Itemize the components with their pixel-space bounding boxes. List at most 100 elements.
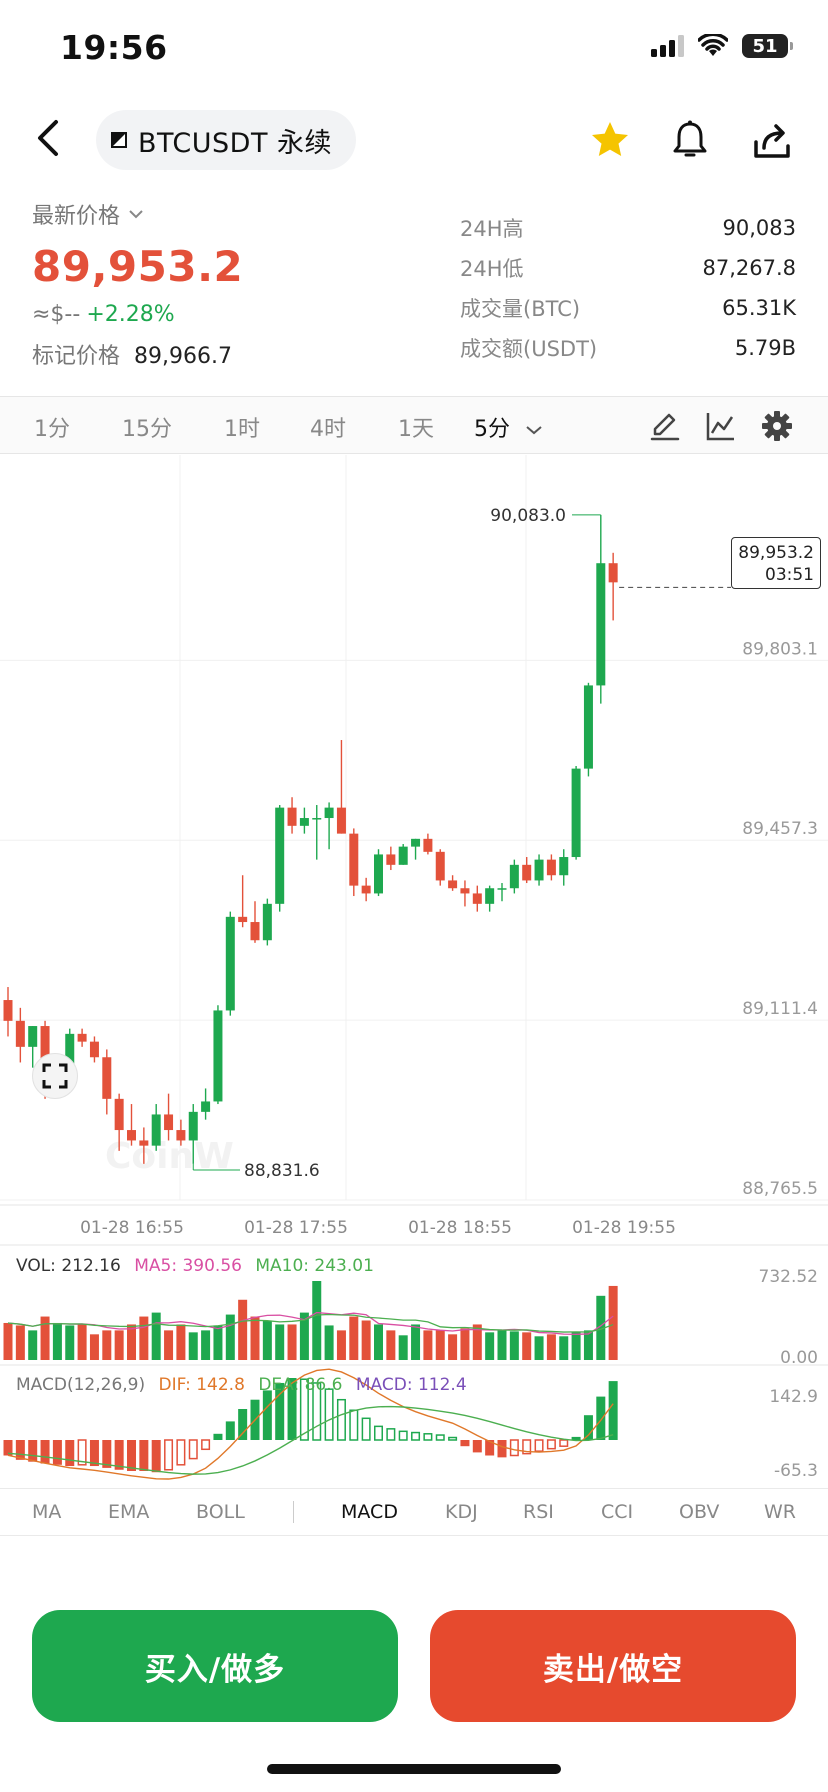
tab-wr[interactable]: WR <box>764 1501 796 1523</box>
macd-dea-line <box>7 1405 614 1475</box>
current-price-tag: 89,953.2 03:51 <box>731 537 821 589</box>
symbol-selector[interactable]: BTCUSDT 永续 <box>96 110 357 170</box>
tab-4h[interactable]: 4时 <box>310 417 346 442</box>
volume-bar <box>275 1324 285 1360</box>
volume-axis-top: 732.52 <box>758 1267 818 1287</box>
volume-bar <box>349 1316 359 1360</box>
volume-bar <box>225 1314 235 1360</box>
macd-histogram-bar <box>213 1433 223 1440</box>
candle-body <box>213 1010 223 1102</box>
macd-histogram-bar <box>386 1428 396 1441</box>
macd-histogram-bar <box>201 1439 211 1451</box>
fullscreen-button[interactable] <box>32 1053 78 1099</box>
stat-row: 24H高 90,083 <box>460 208 796 248</box>
mark-price-row: 标记价格 89,966.7 <box>32 338 232 370</box>
draw-pencil-icon[interactable] <box>648 409 682 443</box>
volume-bar <box>559 1336 569 1360</box>
volume-bar <box>324 1325 334 1360</box>
volume-bar <box>386 1330 396 1360</box>
volume-bar <box>238 1299 248 1360</box>
macd-legend: MACD(12,26,9) DIF: 142.8 DEA: 86.6 MACD:… <box>16 1375 467 1395</box>
candle-body <box>28 1026 38 1047</box>
volume-bar <box>571 1332 581 1360</box>
tab-1m[interactable]: 1分 <box>34 417 70 442</box>
tab-obv[interactable]: OBV <box>679 1501 720 1523</box>
tab-macd[interactable]: MACD <box>341 1501 398 1523</box>
volume-bar <box>213 1325 223 1360</box>
volume-bar <box>176 1324 186 1360</box>
candle-body <box>608 563 618 583</box>
macd-histogram-bar <box>497 1440 507 1458</box>
volume-bar <box>28 1330 38 1360</box>
tab-kdj[interactable]: KDJ <box>445 1501 478 1523</box>
macd-histogram-bar <box>40 1440 50 1464</box>
tab-cci[interactable]: CCI <box>601 1501 634 1523</box>
tab-divider <box>293 1501 294 1523</box>
candle-body <box>102 1057 112 1099</box>
buy-long-button[interactable]: 买入/做多 <box>32 1610 398 1722</box>
tab-boll[interactable]: BOLL <box>196 1501 245 1523</box>
tab-5m-dropdown[interactable]: 5分 <box>474 411 543 443</box>
macd-histogram-bar <box>522 1439 532 1455</box>
macd-dif: DIF: 142.8 <box>158 1375 245 1395</box>
macd-histogram-bar <box>77 1439 87 1466</box>
alert-bell-icon[interactable] <box>668 118 712 162</box>
candle-body <box>287 807 297 826</box>
favorite-star-icon[interactable] <box>588 118 632 162</box>
indicator-chart-icon[interactable] <box>704 409 738 443</box>
sell-short-button[interactable]: 卖出/做空 <box>430 1610 796 1722</box>
symbol-logo-icon <box>111 132 127 148</box>
macd-histogram-bar <box>608 1381 618 1440</box>
macd-histogram-bar <box>336 1398 346 1441</box>
time-axis-tick: 01-28 17:55 <box>244 1218 348 1238</box>
price-type-selector[interactable]: 最新价格 <box>32 198 144 230</box>
macd-histogram-bar <box>312 1382 322 1441</box>
macd-histogram-bar <box>225 1421 235 1440</box>
macd-histogram-bar <box>460 1440 470 1447</box>
share-icon[interactable] <box>750 118 794 162</box>
volume-bar <box>336 1330 346 1360</box>
volume-bar <box>509 1331 519 1360</box>
candle-body <box>262 903 272 941</box>
macd-histogram-bar <box>238 1409 248 1440</box>
candle-body <box>176 1130 186 1141</box>
macd-histogram-bar <box>324 1388 334 1441</box>
tab-ema[interactable]: EMA <box>108 1501 150 1523</box>
tab-1h[interactable]: 1时 <box>224 417 260 442</box>
macd-histogram-bar <box>435 1434 445 1441</box>
candle-body <box>324 807 334 819</box>
volume-bar <box>65 1325 75 1360</box>
macd-histogram-bar <box>485 1440 495 1456</box>
volume-bar <box>102 1330 112 1360</box>
macd-histogram-bar <box>349 1409 359 1441</box>
candle-body <box>596 563 606 686</box>
candle-body <box>188 1111 198 1141</box>
macd-histogram-bar <box>559 1439 569 1447</box>
status-bar: 19:56 51 <box>0 0 828 100</box>
macd-value: MACD: 112.4 <box>355 1375 467 1395</box>
back-icon[interactable] <box>28 116 72 160</box>
watermark-text: CoinW <box>105 1136 234 1177</box>
volume-bar <box>546 1334 556 1360</box>
stat-value: 87,267.8 <box>702 256 796 280</box>
tab-ma[interactable]: MA <box>32 1501 62 1523</box>
tab-15m[interactable]: 15分 <box>122 417 172 442</box>
candle-body <box>225 916 235 1011</box>
candlestick-chart[interactable]: 89,803.1 89,457.3 89,111.4 88,765.5 01-28 16… <box>0 455 828 1485</box>
settings-gear-icon[interactable] <box>760 409 794 443</box>
tab-1d[interactable]: 1天 <box>398 417 434 442</box>
candle-body <box>336 807 346 834</box>
candle-body <box>3 1000 13 1021</box>
volume-bar <box>77 1324 87 1360</box>
battery-icon: 51 <box>742 34 793 58</box>
volume-bar <box>374 1324 383 1360</box>
usd-equivalent: ≈$-- <box>32 302 81 327</box>
candle-body <box>522 864 532 881</box>
tab-rsi[interactable]: RSI <box>523 1501 554 1523</box>
volume-value: VOL: 212.16 <box>16 1256 121 1276</box>
candle-body <box>349 833 359 886</box>
price-axis-tick: 89,457.3 <box>742 819 818 839</box>
macd-histogram-bar <box>275 1382 285 1440</box>
candle-body <box>571 768 581 858</box>
chart-area[interactable]: 89,803.1 89,457.3 89,111.4 88,765.5 01-28 16… <box>0 455 828 1485</box>
